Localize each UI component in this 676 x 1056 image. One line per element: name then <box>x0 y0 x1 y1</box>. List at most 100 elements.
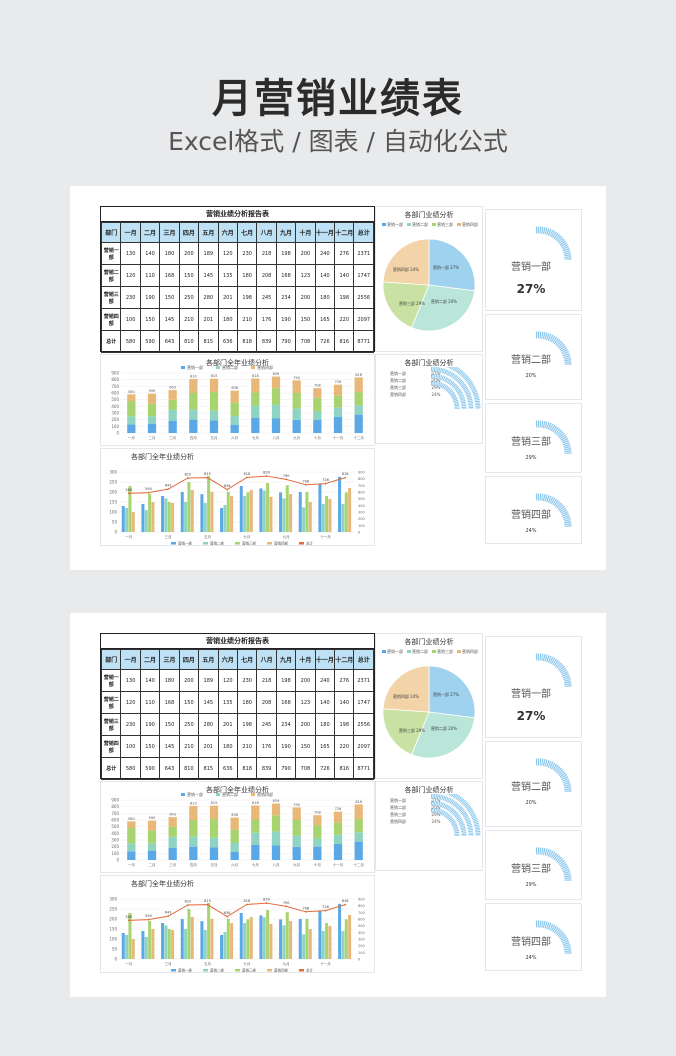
x-tick-label: 九月 <box>293 435 300 440</box>
table-cell: 123 <box>295 264 316 287</box>
dept-pct: 27% <box>516 709 546 723</box>
table-cell: 100 <box>120 308 141 331</box>
ring-legend-label: 营销三部 <box>390 384 406 390</box>
total-line-point <box>265 902 268 904</box>
dept-pct: 29% <box>525 455 537 461</box>
combo-bar <box>305 919 309 959</box>
stacked-bar-segment <box>230 829 239 843</box>
stacked-legend-label: 营销二部 <box>222 792 238 797</box>
stacked-chart-panel: 各部门全年业绩分析 营销一部 营销二部 营销四部 900 800 700 600 500 400… <box>100 354 375 446</box>
total-line <box>128 475 346 494</box>
x-tick-label: 十月 <box>314 862 321 867</box>
table-cell: 176 <box>256 308 277 331</box>
table-cell: 234 <box>275 713 297 736</box>
y-tick-label: 0 <box>116 858 119 863</box>
table-header-cell: 十月 <box>295 222 316 243</box>
pie-data-label: 营销三部 29% <box>399 300 425 306</box>
stacked-bar-segment <box>209 805 219 820</box>
total-line-point <box>127 492 130 495</box>
table-row: 总计 580 590 643 810 815 636 818 839 790 708 726 816 87… <box>100 330 374 353</box>
ring-chart: 营销一部 27% 营销二部 20% 营销三部 29% 营销四部 24% <box>390 794 481 837</box>
y-tick-label: 400 <box>111 831 119 836</box>
combo-bar <box>328 499 332 532</box>
total-line-label: 726 <box>322 478 329 482</box>
y2-tick-label: 400 <box>358 504 365 508</box>
x-tick-label: 九月 <box>293 862 300 867</box>
page-title: 月营销业绩表 <box>212 76 464 122</box>
y-tick-label: 500 <box>111 824 119 829</box>
ring-pct-label: 20% <box>432 378 441 383</box>
table-header-cell: 二月 <box>139 222 161 243</box>
stacked-bar-segment <box>147 843 157 851</box>
stacked-bar-segment <box>271 815 281 832</box>
stacked-total-label: 590 <box>149 816 156 820</box>
ring-arc <box>430 367 474 410</box>
combo-bar <box>125 508 129 532</box>
combo-legend-label: 营销四部 <box>274 541 288 546</box>
table-cell: 230 <box>236 669 258 692</box>
combo-bar <box>220 935 224 959</box>
stacked-bar-segment <box>251 417 260 433</box>
table-row: 营销二部 120 110 168 150 145 135 180 208 168 123 140 140… <box>100 691 374 714</box>
table-header-cell: 四月 <box>178 222 200 243</box>
combo-bar <box>325 923 329 959</box>
total-line-point <box>226 915 229 918</box>
table-cell: 590 <box>139 330 161 353</box>
legend-swatch <box>235 542 240 545</box>
preview-card-2: 营销业绩分析报告表 部门 一月 二月 三月 四月 五月 六月 七月 八月 九月 十月 十一月 十二月 总计… <box>70 613 606 997</box>
dept-pct: 29% <box>525 882 537 888</box>
total-line-label: 815 <box>204 472 211 476</box>
total-line-label: 590 <box>145 914 152 918</box>
stacked-bar-segment <box>209 847 219 860</box>
y-tick-label: 100 <box>111 851 119 856</box>
stacked-bar-segment <box>313 419 322 433</box>
gauge-arc <box>535 493 572 528</box>
ring-chart-title: 各部门业绩分析 <box>404 359 454 367</box>
combo-bar <box>308 502 312 532</box>
pie-slice <box>428 238 476 292</box>
pie-data-label: 营销一部 27% <box>433 691 459 697</box>
total-line-label: 839 <box>263 898 270 902</box>
dept-pct: 24% <box>525 955 537 961</box>
stacked-total-label: 643 <box>169 813 176 817</box>
table-cell: 176 <box>256 735 277 758</box>
row-label: 营销一部 <box>100 669 122 692</box>
combo-bar <box>226 491 230 532</box>
dept-ring-arc <box>535 758 572 793</box>
stacked-total-label: 839 <box>273 799 280 803</box>
table-cell: 234 <box>275 286 297 309</box>
stacked-bar-segment <box>292 807 301 820</box>
stacked-bar-segment <box>189 379 198 393</box>
ring-pct-label: 27% <box>432 798 441 803</box>
table-row: 总计 580 590 643 810 815 636 818 839 790 708 726 816 87… <box>100 757 374 780</box>
stacked-total-label: 839 <box>273 372 280 376</box>
pie-legend-label: 营销二部 <box>412 648 428 654</box>
table-header-cell: 七月 <box>236 649 258 670</box>
table-cell: 120 <box>120 691 141 714</box>
table-cell: 245 <box>256 286 277 309</box>
table-cell: 1747 <box>353 264 374 287</box>
legend-swatch <box>251 366 255 369</box>
stacked-total-label: 726 <box>335 807 342 811</box>
x-tick-label: 四月 <box>190 862 197 867</box>
combo-bar <box>246 492 250 532</box>
x-tick-label: 一月 <box>125 961 132 966</box>
table-cell: 201 <box>217 286 238 309</box>
total-line-label: 580 <box>125 488 132 492</box>
table-cell: 240 <box>314 669 336 692</box>
total-line-point <box>186 477 189 479</box>
stacked-bar-segment <box>354 414 363 433</box>
table-cell: 165 <box>314 308 336 331</box>
table-row: 营销四部 100 150 145 210 201 180 210 176 190 150 165 220… <box>100 308 374 331</box>
combo-legend-label: 营销三部 <box>242 968 256 973</box>
total-line-label: 708 <box>302 906 309 910</box>
combo-bar <box>164 498 168 532</box>
total-line-point <box>265 475 268 477</box>
x-tick-label: 三月 <box>169 435 176 440</box>
x-tick-label: 二月 <box>149 435 156 440</box>
ring-chart-panel: 各部门业绩分析 营销一部 27% 营销二部 20% 营销三部 29% 营销四部 24% <box>375 354 483 444</box>
combo-bar <box>298 919 302 959</box>
table-cell: 198 <box>275 669 297 692</box>
stacked-bar-segment <box>147 830 157 844</box>
combo-bar <box>262 490 266 532</box>
